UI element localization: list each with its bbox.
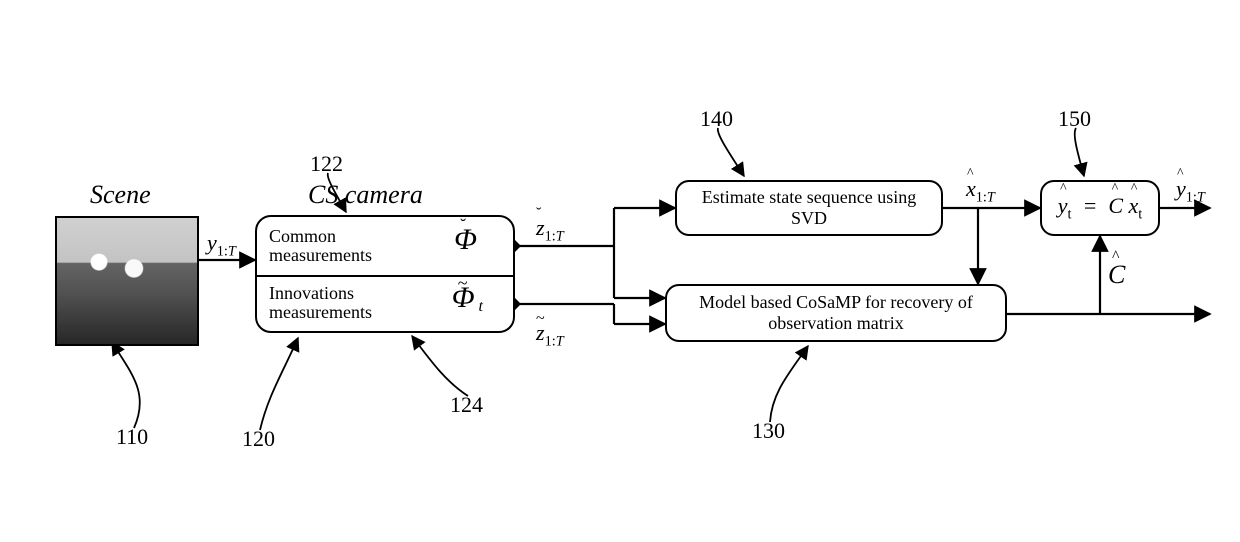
z-common-label: ˘ z1:T — [536, 215, 564, 245]
cs-common-row: Common measurements ˘ Φ — [257, 217, 513, 275]
z-innov-label: ~ z1:T — [536, 320, 564, 350]
recon-eq: ^yt = ^C ^xt — [1058, 193, 1143, 223]
cs-camera-title: CS camera — [308, 180, 423, 210]
ref-124: 124 — [450, 392, 483, 418]
ref-122: 122 — [310, 151, 343, 177]
c-hat-label: ^ C — [1108, 260, 1125, 290]
ref-120: 120 — [242, 426, 275, 452]
ref-140: 140 — [700, 106, 733, 132]
diagram-canvas: Scene y1:T CS camera Common measurements… — [0, 0, 1240, 542]
cs-innov-text: Innovations measurements — [269, 284, 372, 322]
cs-camera-box: Common measurements ˘ Φ Innovations meas… — [255, 215, 515, 333]
ref-110: 110 — [116, 424, 148, 450]
scene-title: Scene — [90, 180, 151, 210]
recon-box: ^yt = ^C ^xt — [1040, 180, 1160, 236]
cs-innov-row: Innovations measurements ~ Φ t — [257, 275, 513, 331]
cs-common-text: Common measurements — [269, 227, 372, 265]
y-input-label: y1:T — [207, 230, 236, 260]
y-hat-label: ^ y1:T — [1176, 176, 1205, 206]
phi-innov: ~ Φ t — [452, 281, 483, 316]
x-hat-label: ^ x1:T — [966, 176, 995, 206]
scene-image — [55, 216, 199, 346]
ref-130: 130 — [752, 418, 785, 444]
svd-box: Estimate state sequence using SVD — [675, 180, 943, 236]
cosamp-box: Model based CoSaMP for recovery of obser… — [665, 284, 1007, 342]
ref-150: 150 — [1058, 106, 1091, 132]
phi-common: ˘ Φ — [454, 223, 477, 257]
